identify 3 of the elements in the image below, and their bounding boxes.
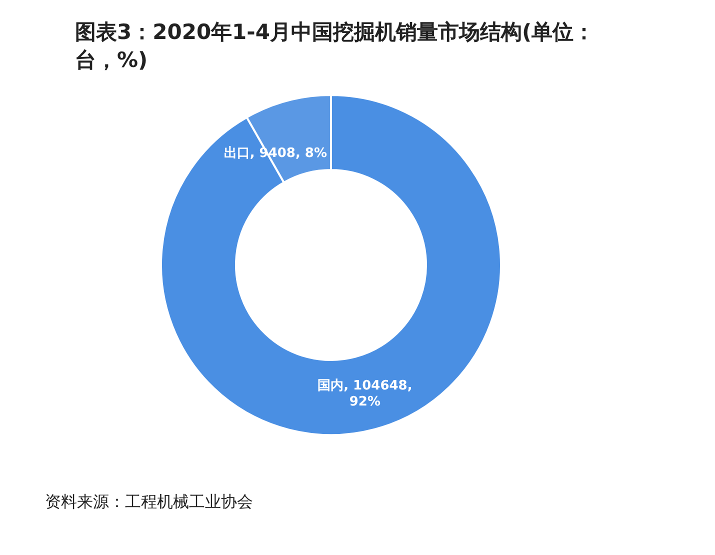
slice-label: 国内, 104648, 92%: [316, 378, 414, 410]
chart-title: 图表3：2020年1-4月中国挖掘机销量市场结构(单位：台，%): [75, 19, 596, 74]
text: 资料来源：工程机械工业协会: [45, 492, 253, 513]
